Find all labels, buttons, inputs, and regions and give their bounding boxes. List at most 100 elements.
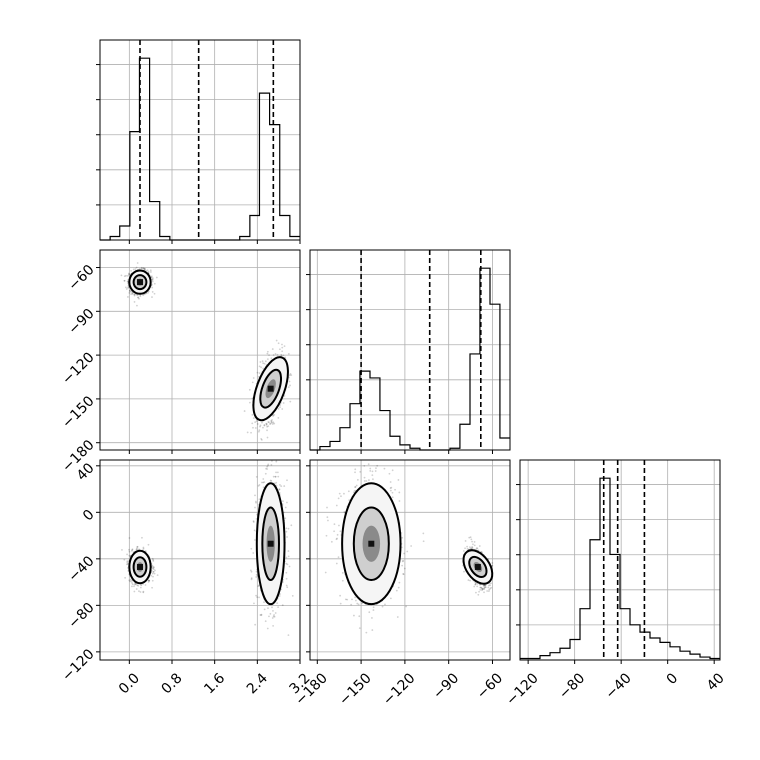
sample-point	[128, 550, 131, 553]
sample-point	[490, 586, 493, 589]
sample-point	[259, 614, 262, 616]
sample-point	[372, 606, 375, 609]
sample-point	[479, 588, 482, 591]
sample-point	[152, 566, 155, 569]
sample-point	[266, 436, 269, 439]
sample-point	[285, 577, 288, 580]
sample-point	[288, 380, 291, 383]
sample-point	[260, 437, 263, 440]
sample-point	[129, 580, 132, 583]
sample-point	[136, 304, 138, 307]
sample-point	[141, 536, 143, 539]
sample-point	[258, 596, 260, 599]
sample-point	[464, 540, 467, 542]
sample-point	[271, 617, 274, 619]
sample-point	[268, 354, 270, 357]
sample-point	[131, 292, 134, 295]
sample-point	[347, 490, 350, 493]
sample-point	[250, 578, 253, 581]
sample-point	[483, 585, 486, 587]
scatter-group	[120, 262, 293, 441]
sample-point	[397, 479, 400, 481]
sample-point	[258, 365, 261, 368]
sample-point	[367, 463, 370, 466]
sample-point	[358, 627, 361, 629]
sample-point	[333, 523, 336, 526]
sample-point	[133, 301, 136, 303]
sample-point	[371, 617, 373, 619]
sample-point	[264, 472, 267, 475]
sample-point	[284, 517, 287, 520]
sample-point	[148, 579, 151, 582]
sample-point	[151, 586, 153, 589]
sample-point	[462, 550, 465, 552]
sample-point	[254, 623, 257, 626]
sample-point	[489, 584, 492, 587]
sample-point	[151, 565, 154, 568]
sample-point	[256, 423, 259, 425]
sample-point	[471, 540, 473, 543]
sample-point	[267, 464, 269, 467]
sample-point	[153, 572, 156, 575]
histogram-step-line	[310, 267, 510, 451]
sample-point	[283, 345, 286, 348]
sample-point	[133, 293, 136, 296]
sample-point	[273, 422, 276, 425]
sample-point	[273, 413, 276, 416]
sample-point	[147, 579, 150, 582]
sample-point	[140, 266, 143, 269]
sample-point	[148, 579, 151, 582]
sample-point	[134, 268, 137, 270]
sample-point	[147, 270, 150, 273]
sample-point	[137, 296, 139, 299]
sample-point	[266, 429, 268, 432]
sample-point	[481, 588, 484, 591]
density-contour	[261, 506, 280, 582]
sample-point	[142, 267, 145, 270]
density-contour	[132, 556, 148, 578]
sample-point	[267, 443, 269, 445]
sample-point	[263, 362, 266, 365]
density-peak-cell	[474, 563, 481, 570]
sample-point	[255, 570, 258, 573]
sample-point	[147, 290, 150, 293]
sample-point	[481, 551, 484, 554]
sample-point	[273, 615, 276, 618]
sample-point	[479, 586, 482, 589]
sample-point	[354, 486, 356, 489]
sample-point	[333, 530, 336, 533]
sample-point	[153, 292, 156, 295]
sample-point	[151, 286, 154, 289]
sample-point	[133, 294, 136, 297]
sample-point	[276, 353, 279, 356]
sample-point	[137, 584, 140, 587]
sample-point	[466, 547, 469, 550]
sample-point	[151, 278, 154, 281]
sample-point	[121, 548, 123, 551]
sample-point	[142, 591, 145, 594]
sample-point	[371, 474, 374, 477]
sample-point	[287, 527, 290, 530]
sample-point	[274, 612, 277, 614]
scatter-group	[121, 443, 300, 637]
sample-point	[290, 524, 293, 527]
sample-point	[281, 408, 284, 410]
sample-point	[151, 280, 154, 283]
sample-point	[402, 573, 405, 575]
sample-point	[274, 353, 277, 355]
sample-point	[131, 585, 133, 588]
sample-point	[265, 422, 268, 425]
sample-point	[469, 579, 471, 582]
sample-point	[384, 603, 386, 606]
sample-point	[281, 604, 284, 607]
sample-point	[256, 371, 259, 374]
sample-point	[138, 548, 140, 551]
sample-point	[467, 579, 470, 581]
sample-point	[142, 294, 145, 297]
sample-point	[151, 572, 154, 575]
sample-point	[279, 484, 281, 486]
sample-point	[259, 361, 262, 363]
sample-point	[252, 426, 254, 429]
sample-point	[261, 360, 264, 363]
